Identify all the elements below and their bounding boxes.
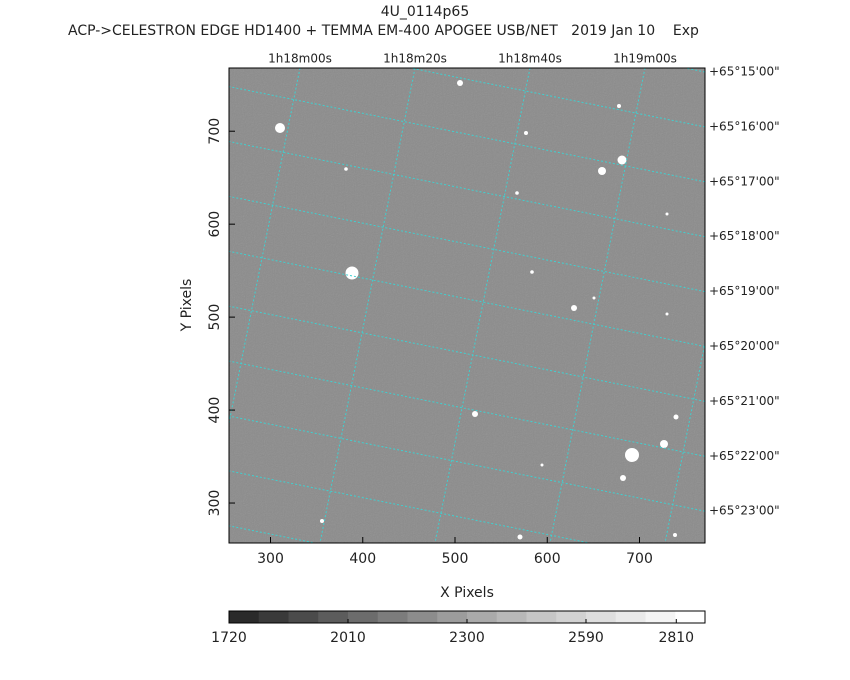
- colorbar-segment: [496, 611, 527, 623]
- chart-subtitle: ACP->CELESTRON EDGE HD1400 + TEMMA EM-40…: [68, 23, 699, 39]
- dec-grid-line: [229, 195, 705, 293]
- dec-label: +65°16'00": [709, 119, 780, 133]
- ra-label: 1h18m40s: [498, 52, 562, 66]
- colorbar-segment: [377, 611, 408, 623]
- dec-grid-line: [407, 68, 705, 128]
- colorbar-segment: [467, 611, 498, 623]
- y-tick-label: 300: [207, 490, 223, 517]
- dec-grid-line: [229, 415, 705, 512]
- colorbar-segment: [229, 611, 260, 623]
- colorbar-segment: [407, 611, 438, 623]
- image-area: [0, 68, 850, 543]
- ra-grid-line: [0, 68, 70, 543]
- ra-label: 1h18m20s: [383, 52, 447, 66]
- image-noise: [229, 68, 705, 543]
- colorbar-segment: [526, 611, 557, 623]
- dec-label: +65°20'00": [709, 339, 780, 353]
- chart-title: 4U_0114p65: [381, 4, 469, 20]
- ra-label: 1h19m00s: [613, 52, 677, 66]
- colorbar-segment: [437, 611, 468, 623]
- dec-grid-line: [229, 525, 318, 543]
- ra-grid-line: [434, 68, 531, 543]
- colorbar-segment: [348, 611, 379, 623]
- dec-label: +65°17'00": [709, 174, 780, 188]
- colorbar-segment: [645, 611, 676, 623]
- dec-grid-line: [229, 250, 705, 347]
- colorbar-tick-label: 2810: [658, 630, 694, 646]
- y-tick-label: 600: [207, 211, 223, 238]
- colorbar-segment: [258, 611, 289, 623]
- x-tick-label: 700: [626, 551, 653, 567]
- dec-label: +65°23'00": [709, 504, 780, 518]
- dec-grid-line: [229, 86, 705, 183]
- colorbar-segment: [318, 611, 349, 623]
- colorbar-tick-label: 2010: [330, 630, 366, 646]
- dec-label: +65°22'00": [709, 449, 780, 463]
- x-axis-label: X Pixels: [440, 585, 494, 601]
- colorbar-tick-label: 2590: [568, 630, 604, 646]
- x-tick-label: 300: [257, 551, 284, 567]
- y-tick-label: 700: [207, 118, 223, 145]
- y-tick-label: 400: [207, 397, 223, 424]
- dec-label: +65°18'00": [709, 229, 780, 243]
- ra-grid-line: [549, 68, 646, 543]
- y-tick-label: 500: [207, 304, 223, 331]
- x-tick-label: 400: [349, 551, 376, 567]
- ra-label: 1h18m00s: [268, 52, 332, 66]
- colorbar-segment: [586, 611, 617, 623]
- ra-grid-line: [229, 68, 301, 426]
- colorbar-segment: [675, 611, 706, 623]
- dec-label: +65°19'00": [709, 284, 780, 298]
- ra-grid-line: [90, 68, 185, 543]
- colorbar-segment: [556, 611, 587, 623]
- coordinate-grid: [0, 68, 850, 543]
- colorbar-tick-label: 2300: [449, 630, 485, 646]
- colorbar-segment: [288, 611, 319, 623]
- colorbar-tick-label: 1720: [211, 630, 247, 646]
- ra-grid-line: [780, 68, 850, 543]
- y-axis-label: Y Pixels: [179, 279, 195, 333]
- colorbar-segment: [615, 611, 646, 623]
- plot-frame: [228, 67, 706, 544]
- dec-grid-line: [229, 141, 705, 238]
- dec-grid-line: [229, 360, 705, 457]
- x-tick-label: 600: [534, 551, 561, 567]
- dec-grid-line: [229, 305, 705, 402]
- ra-grid-line: [319, 68, 416, 543]
- stars: [275, 80, 679, 540]
- dec-grid-line: [229, 470, 593, 543]
- dec-label: +65°21'00": [709, 394, 780, 408]
- dec-label: +65°15'00": [709, 65, 780, 79]
- x-tick-label: 500: [442, 551, 469, 567]
